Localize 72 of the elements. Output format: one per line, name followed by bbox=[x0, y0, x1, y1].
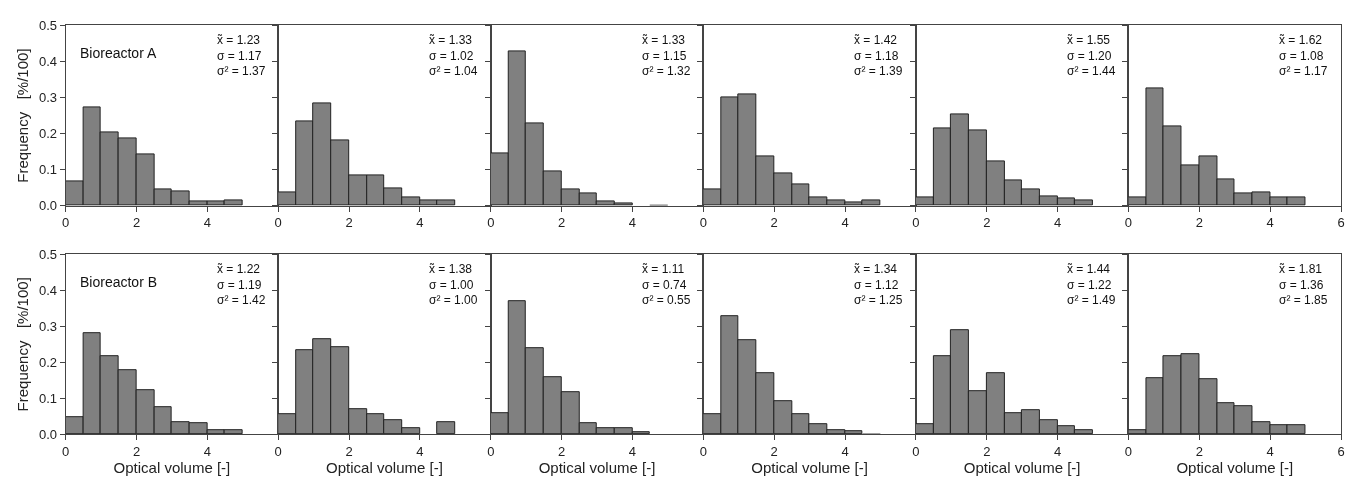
x-tick-label: 4 bbox=[1053, 215, 1062, 231]
x-tick-label: 4 bbox=[841, 444, 849, 460]
x-tick-label: 4 bbox=[1053, 444, 1062, 460]
annotation: x̃ = 1.44 σ = 1.22 σ² = 1.49 bbox=[1067, 262, 1116, 308]
annotation: x̃ = 1.38 σ = 1.00 σ² = 1.00 bbox=[429, 262, 478, 308]
x-tick-label: 0 bbox=[699, 215, 707, 231]
annotation: Bioreactor B bbox=[80, 274, 158, 290]
x-tick-label: 2 bbox=[345, 215, 353, 231]
x-axis-title: Optical volume [-] bbox=[963, 459, 1081, 477]
y-tick-label: 0.2 bbox=[38, 126, 58, 142]
x-tick-label: 2 bbox=[983, 444, 991, 460]
x-tick-label: 0 bbox=[62, 215, 70, 231]
y-tick-label: 0.4 bbox=[38, 54, 58, 70]
x-tick-label: 2 bbox=[1195, 215, 1203, 231]
x-tick-label: 4 bbox=[1266, 444, 1274, 460]
annotation: x̃ = 1.34 σ = 1.12 σ² = 1.25 bbox=[854, 262, 903, 308]
x-tick-label: 4 bbox=[628, 215, 637, 231]
x-axis-title: Optical volume [-] bbox=[326, 459, 443, 477]
y-axis-title: Frequency [%/100] bbox=[14, 48, 32, 183]
y-tick-label: 0.0 bbox=[38, 198, 58, 214]
x-tick-label: 0 bbox=[487, 444, 495, 460]
x-tick-label: 0 bbox=[1124, 444, 1133, 460]
y-tick-label: 0.3 bbox=[38, 318, 58, 334]
annotation: x̃ = 1.33 σ = 1.02 σ² = 1.04 bbox=[429, 33, 478, 79]
x-tick-label: 0 bbox=[912, 444, 920, 460]
y-tick-label: 0.5 bbox=[38, 17, 58, 33]
y-tick-label: 0.2 bbox=[38, 354, 58, 370]
y-axis-title: Frequency [%/100] bbox=[14, 277, 32, 412]
x-tick-label: 2 bbox=[345, 444, 353, 460]
x-tick-label: 0 bbox=[274, 215, 282, 231]
x-tick-label: 2 bbox=[770, 215, 778, 231]
y-tick-label: 0.4 bbox=[38, 282, 58, 298]
x-tick-label: 0 bbox=[487, 215, 495, 231]
x-tick-label: 2 bbox=[132, 215, 141, 231]
annotation: x̃ = 1.22 σ = 1.19 σ² = 1.42 bbox=[217, 262, 266, 308]
x-tick-label: 2 bbox=[558, 444, 566, 460]
x-tick-label: 6 bbox=[1337, 444, 1345, 460]
x-tick-label: 4 bbox=[203, 444, 211, 460]
x-tick-label: 4 bbox=[416, 444, 424, 460]
x-tick-label: 2 bbox=[558, 215, 566, 231]
y-tick-label: 0.1 bbox=[38, 162, 58, 178]
x-tick-label: 4 bbox=[1266, 215, 1274, 231]
annotation: x̃ = 1.55 σ = 1.20 σ² = 1.44 bbox=[1067, 33, 1116, 79]
x-tick-label: 4 bbox=[203, 215, 211, 231]
y-tick-label: 0.1 bbox=[38, 390, 58, 406]
annotation: x̃ = 1.11 σ = 0.74 σ² = 0.55 bbox=[642, 262, 691, 308]
y-tick-label: 0.3 bbox=[38, 90, 58, 106]
annotation: x̃ = 1.23 σ = 1.17 σ² = 1.37 bbox=[217, 33, 266, 79]
x-tick-label: 4 bbox=[416, 215, 424, 231]
annotation: x̃ = 1.42 σ = 1.18 σ² = 1.39 bbox=[854, 33, 903, 79]
x-tick-label: 2 bbox=[1195, 444, 1203, 460]
x-axis-title: Optical volume [-] bbox=[751, 459, 868, 477]
x-tick-label: 4 bbox=[628, 444, 637, 460]
x-tick-label: 2 bbox=[770, 444, 778, 460]
annotation: Bioreactor A bbox=[80, 45, 157, 61]
x-tick-label: 0 bbox=[912, 215, 920, 231]
annotation: x̃ = 1.62 σ = 1.08 σ² = 1.17 bbox=[1279, 33, 1328, 79]
x-axis-title: Optical volume [-] bbox=[1176, 459, 1294, 477]
x-tick-label: 0 bbox=[699, 444, 707, 460]
x-tick-label: 2 bbox=[983, 215, 991, 231]
annotation: x̃ = 1.81 σ = 1.36 σ² = 1.85 bbox=[1279, 262, 1328, 308]
x-tick-label: 0 bbox=[274, 444, 282, 460]
x-axis-title: Optical volume [-] bbox=[113, 459, 231, 477]
x-tick-label: 4 bbox=[841, 215, 849, 231]
x-tick-label: 2 bbox=[132, 444, 141, 460]
x-tick-label: 0 bbox=[1124, 215, 1133, 231]
y-tick-label: 0.5 bbox=[38, 246, 58, 262]
x-axis-title: Optical volume [-] bbox=[538, 459, 656, 477]
x-tick-label: 0 bbox=[62, 444, 70, 460]
y-tick-label: 0.0 bbox=[38, 427, 58, 443]
x-tick-label: 6 bbox=[1337, 215, 1345, 231]
annotation: x̃ = 1.33 σ = 1.15 σ² = 1.32 bbox=[642, 33, 691, 79]
